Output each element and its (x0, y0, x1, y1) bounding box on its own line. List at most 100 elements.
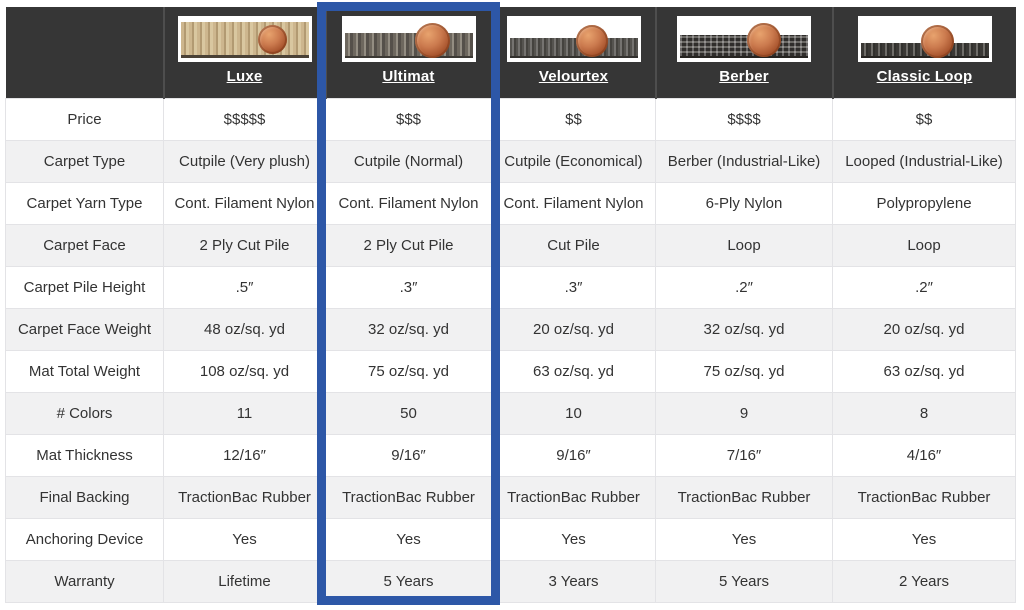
carpet-pile-graphic (680, 35, 808, 58)
cell-backing-velourtex: TractionBac Rubber (491, 476, 656, 519)
cell-yarn-classic-loop: Polypropylene (832, 182, 1016, 225)
carpet-pile-graphic (509, 38, 638, 58)
cell-thickness-ultimat: 9/16″ (325, 434, 492, 477)
penny-icon (747, 23, 781, 57)
cell-pile-height-ultimat: .3″ (325, 266, 492, 309)
product-link-ultimat[interactable]: Ultimat (382, 68, 435, 85)
cell-carpet-type-berber: Berber (Industrial-Like) (655, 140, 833, 183)
product-image-ultimat[interactable] (341, 16, 476, 62)
header-cell-velourtex: Velourtex (491, 7, 657, 99)
cell-price-luxe: $$$$$ (163, 98, 326, 141)
cell-carpet-type-luxe: Cutpile (Very plush) (163, 140, 326, 183)
cell-anchoring-velourtex: Yes (491, 518, 656, 561)
cell-backing-berber: TractionBac Rubber (655, 476, 833, 519)
product-link-classic-loop[interactable]: Classic Loop (876, 68, 973, 85)
product-image-berber[interactable] (677, 16, 811, 62)
cell-pile-height-berber: .2″ (655, 266, 833, 309)
cell-anchoring-luxe: Yes (163, 518, 326, 561)
table-row-total-weight: Mat Total Weight 108 oz/sq. yd 75 oz/sq.… (5, 350, 1016, 393)
table-row-mat-thickness: Mat Thickness 12/16″ 9/16″ 9/16″ 7/16″ 4… (5, 434, 1016, 477)
row-label: Carpet Yarn Type (5, 182, 164, 225)
penny-icon (414, 23, 450, 58)
row-label: Carpet Pile Height (5, 266, 164, 309)
cell-face-luxe: 2 Ply Cut Pile (163, 224, 326, 267)
cell-warranty-berber: 5 Years (655, 560, 833, 603)
header-cell-berber: Berber (655, 7, 834, 99)
cell-total-weight-berber: 75 oz/sq. yd (655, 350, 833, 393)
table-row-anchoring-device: Anchoring Device Yes Yes Yes Yes Yes (5, 518, 1016, 561)
cell-pile-height-luxe: .5″ (163, 266, 326, 309)
row-label: Mat Thickness (5, 434, 164, 477)
cell-colors-berber: 9 (655, 392, 833, 435)
cell-warranty-classic-loop: 2 Years (832, 560, 1016, 603)
row-label: Mat Total Weight (5, 350, 164, 393)
cell-face-berber: Loop (655, 224, 833, 267)
cell-price-ultimat: $$$ (325, 98, 492, 141)
penny-icon (575, 25, 608, 57)
table-row-carpet-type: Carpet Type Cutpile (Very plush) Cutpile… (5, 140, 1016, 183)
table-row-num-colors: # Colors 11 50 10 9 8 (5, 392, 1016, 435)
table-row-final-backing: Final Backing TractionBac Rubber Tractio… (5, 476, 1016, 519)
cell-carpet-type-velourtex: Cutpile (Economical) (491, 140, 656, 183)
cell-yarn-berber: 6-Ply Nylon (655, 182, 833, 225)
row-label: Price (5, 98, 164, 141)
cell-total-weight-ultimat: 75 oz/sq. yd (325, 350, 492, 393)
row-label: Carpet Face (5, 224, 164, 267)
row-label: Carpet Face Weight (5, 308, 164, 351)
product-link-velourtex[interactable]: Velourtex (538, 68, 609, 85)
cell-thickness-classic-loop: 4/16″ (832, 434, 1016, 477)
cell-face-weight-classic-loop: 20 oz/sq. yd (832, 308, 1016, 351)
product-link-luxe[interactable]: Luxe (226, 68, 263, 85)
row-label: Final Backing (5, 476, 164, 519)
row-label: # Colors (5, 392, 164, 435)
product-image-luxe[interactable] (177, 16, 312, 62)
cell-colors-ultimat: 50 (325, 392, 492, 435)
table-row-carpet-face: Carpet Face 2 Ply Cut Pile 2 Ply Cut Pil… (5, 224, 1016, 267)
cell-face-weight-ultimat: 32 oz/sq. yd (325, 308, 492, 351)
cell-thickness-luxe: 12/16″ (163, 434, 326, 477)
cell-warranty-luxe: Lifetime (163, 560, 326, 603)
penny-icon (920, 25, 954, 58)
cell-face-ultimat: 2 Ply Cut Pile (325, 224, 492, 267)
header-row: Luxe Ultimat (5, 7, 1016, 99)
cell-yarn-ultimat: Cont. Filament Nylon (325, 182, 492, 225)
cell-face-weight-luxe: 48 oz/sq. yd (163, 308, 326, 351)
table-row-price: Price $$$$$ $$$ $$ $$$$ $$ (5, 98, 1016, 141)
row-label: Carpet Type (5, 140, 164, 183)
cell-thickness-berber: 7/16″ (655, 434, 833, 477)
cell-anchoring-berber: Yes (655, 518, 833, 561)
cell-price-classic-loop: $$ (832, 98, 1016, 141)
table-row-yarn-type: Carpet Yarn Type Cont. Filament Nylon Co… (5, 182, 1016, 225)
cell-anchoring-classic-loop: Yes (832, 518, 1016, 561)
row-label: Anchoring Device (5, 518, 164, 561)
product-image-velourtex[interactable] (506, 16, 641, 62)
table-row-pile-height: Carpet Pile Height .5″ .3″ .3″ .2″ .2″ (5, 266, 1016, 309)
cell-price-velourtex: $$ (491, 98, 656, 141)
cell-carpet-type-ultimat: Cutpile (Normal) (325, 140, 492, 183)
cell-warranty-velourtex: 3 Years (491, 560, 656, 603)
cell-backing-luxe: TractionBac Rubber (163, 476, 326, 519)
carpet-pile-graphic (180, 22, 309, 58)
cell-total-weight-velourtex: 63 oz/sq. yd (491, 350, 656, 393)
cell-colors-luxe: 11 (163, 392, 326, 435)
header-cell-ultimat: Ultimat (325, 7, 493, 99)
cell-backing-ultimat: TractionBac Rubber (325, 476, 492, 519)
cell-price-berber: $$$$ (655, 98, 833, 141)
product-link-berber[interactable]: Berber (719, 68, 769, 85)
cell-warranty-ultimat: 5 Years (325, 560, 492, 603)
carpet-pile-graphic (344, 33, 473, 58)
cell-face-weight-berber: 32 oz/sq. yd (655, 308, 833, 351)
cell-colors-velourtex: 10 (491, 392, 656, 435)
table-row-warranty: Warranty Lifetime 5 Years 3 Years 5 Year… (5, 560, 1016, 603)
cell-pile-height-velourtex: .3″ (491, 266, 656, 309)
cell-pile-height-classic-loop: .2″ (832, 266, 1016, 309)
cell-yarn-velourtex: Cont. Filament Nylon (491, 182, 656, 225)
cell-anchoring-ultimat: Yes (325, 518, 492, 561)
cell-yarn-luxe: Cont. Filament Nylon (163, 182, 326, 225)
cell-face-classic-loop: Loop (832, 224, 1016, 267)
cell-carpet-type-classic-loop: Looped (Industrial-Like) (832, 140, 1016, 183)
header-cell-luxe: Luxe (163, 7, 327, 99)
cell-colors-classic-loop: 8 (832, 392, 1016, 435)
cell-total-weight-classic-loop: 63 oz/sq. yd (832, 350, 1016, 393)
product-image-classic-loop[interactable] (857, 16, 992, 62)
